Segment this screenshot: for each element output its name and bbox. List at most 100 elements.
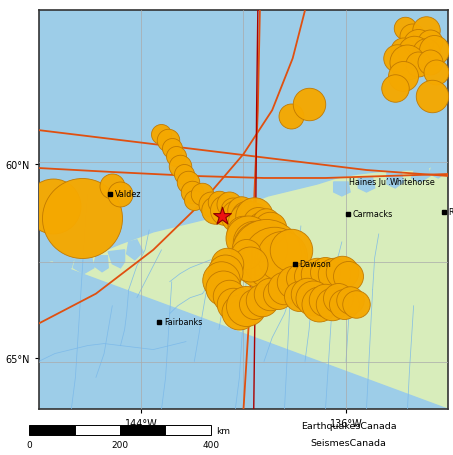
Point [246,221,253,228]
Point [275,290,282,298]
Bar [75,425,120,435]
Point [414,41,421,49]
Point [391,86,399,93]
Point [394,56,401,63]
Point [408,34,415,41]
Point [297,274,304,282]
Point [316,300,323,308]
Point [426,60,434,67]
Point [433,70,440,77]
Point [330,270,337,278]
Point [199,191,206,198]
Point [258,296,265,303]
Point [236,308,243,316]
Point [281,284,288,292]
Polygon shape [412,167,430,182]
Point [289,278,296,286]
Point [422,28,429,35]
Bar [29,425,75,435]
Point [422,50,429,57]
Point [246,261,253,268]
Point [242,302,249,309]
Point [168,145,175,152]
Text: SeismesCanada: SeismesCanada [311,438,387,447]
Point [254,219,261,226]
Point [410,50,417,57]
Text: Whitehorse: Whitehorse [390,178,436,187]
Polygon shape [39,11,448,410]
Point [295,293,303,300]
Point [176,163,183,170]
Point [322,296,329,303]
Point [400,48,407,55]
Point [238,207,245,214]
Text: km: km [217,425,230,435]
Point [240,229,247,236]
Bar [120,425,165,435]
Text: 0: 0 [27,440,32,449]
Point [250,213,257,220]
Point [219,284,226,292]
Point [305,273,313,280]
Point [334,294,342,302]
Point [158,131,165,138]
Text: Fairbanks: Fairbanks [164,318,203,326]
Point [250,238,257,246]
Point [426,40,434,47]
Text: 400: 400 [202,440,219,449]
Polygon shape [358,179,375,192]
Point [344,273,352,280]
Point [328,300,335,308]
Point [234,213,241,220]
Point [222,207,229,214]
Point [347,296,354,303]
Point [242,213,249,220]
Text: R: R [448,208,453,217]
Point [304,290,311,298]
Text: Dawson: Dawson [299,260,332,268]
Point [279,253,286,260]
Point [226,293,233,300]
Text: EarthquakesCanada: EarthquakesCanada [301,421,397,430]
Point [430,48,438,55]
Point [242,251,249,258]
Polygon shape [430,163,446,179]
Point [223,261,231,268]
Point [266,225,274,232]
Polygon shape [73,258,94,274]
Point [188,189,196,196]
Text: Valdez: Valdez [115,190,142,199]
Point [287,247,294,254]
Point [226,201,233,208]
Point [230,207,237,214]
Point [164,137,171,144]
Point [211,207,218,214]
Polygon shape [94,256,108,272]
Point [305,101,313,109]
Polygon shape [387,172,403,188]
Point [250,300,257,308]
Point [49,203,57,210]
Point [256,245,264,252]
Polygon shape [53,258,73,272]
Point [313,270,321,278]
Point [429,93,436,101]
Point [172,153,179,160]
Point [414,61,421,69]
Polygon shape [108,250,125,268]
Point [402,25,409,33]
Point [184,179,192,186]
Point [180,171,188,178]
Text: Haines Ju’.: Haines Ju’. [349,178,391,187]
Point [270,255,278,262]
Point [404,60,411,67]
Point [218,213,226,220]
Point [400,73,407,81]
Point [230,300,237,308]
Point [191,197,198,204]
Point [117,191,124,198]
Point [266,290,274,298]
Point [207,201,214,208]
Text: 200: 200 [111,440,129,449]
Point [215,199,222,206]
